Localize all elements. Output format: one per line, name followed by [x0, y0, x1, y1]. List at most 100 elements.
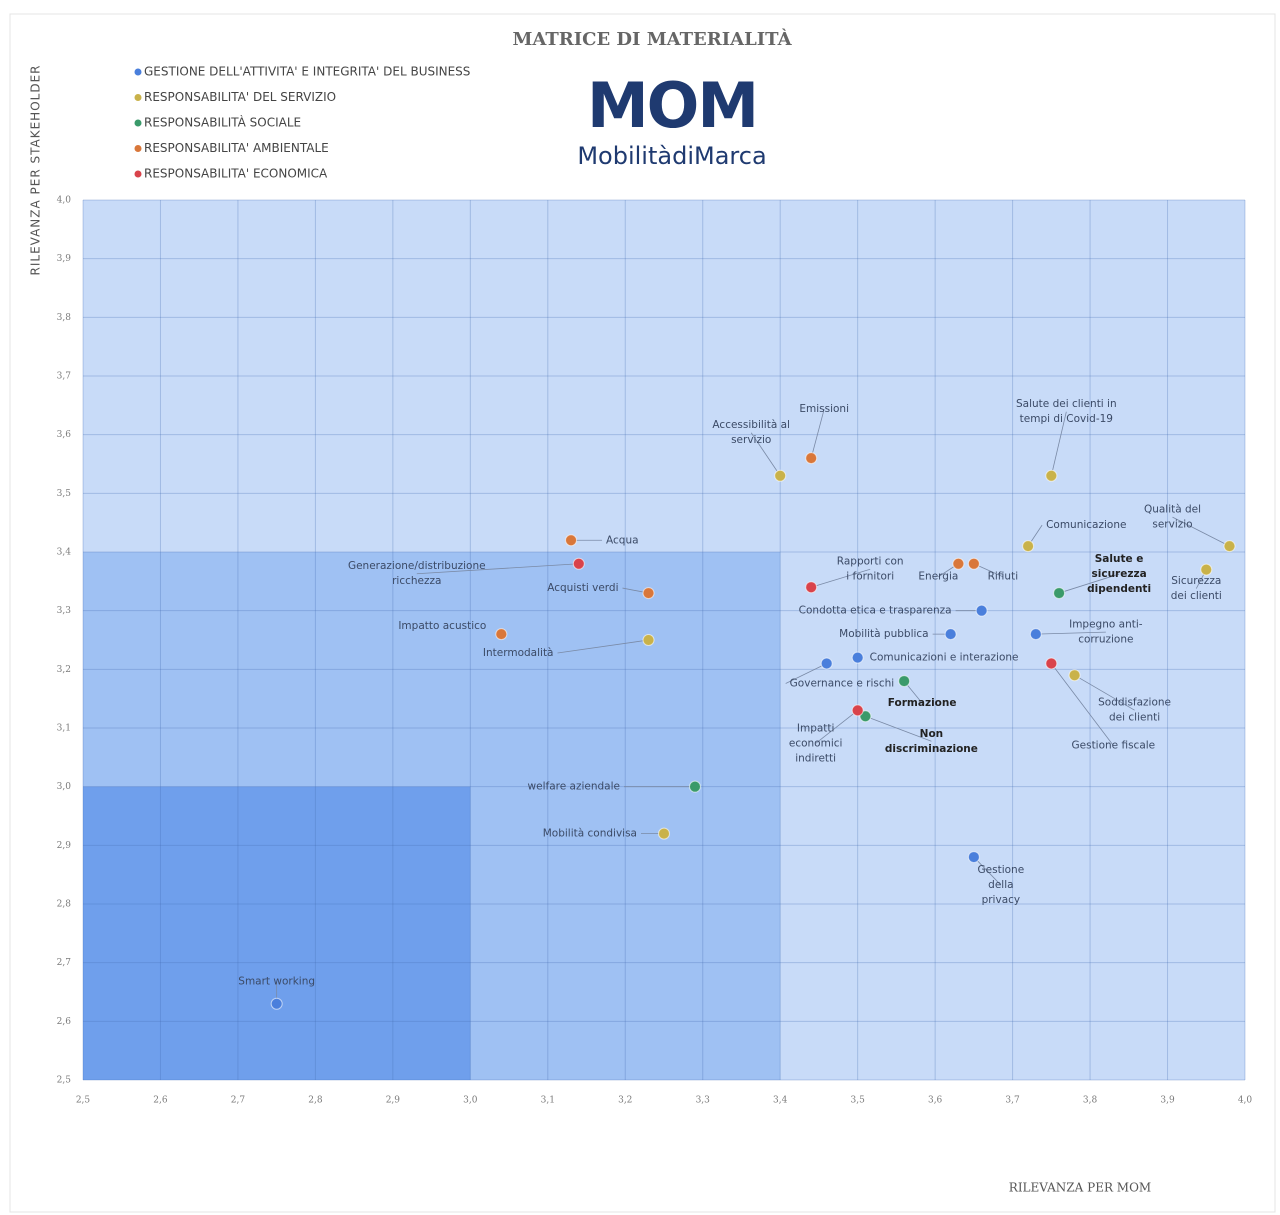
y-tick-label: 3,0: [57, 782, 72, 792]
point-label: Smart working: [238, 976, 315, 988]
x-tick-label: 2,5: [76, 1096, 91, 1106]
point: [820, 657, 833, 670]
point: [1022, 540, 1035, 553]
point-label: Governance e rischi: [790, 677, 895, 689]
zone: [83, 786, 471, 1080]
point: [270, 997, 283, 1010]
x-tick-label: 3,1: [541, 1096, 555, 1106]
point-label: Soddisfazione dei clienti: [1098, 697, 1171, 724]
point: [952, 557, 965, 570]
x-tick-label: 3,2: [618, 1096, 632, 1106]
point-label: Qualità del servizio: [1144, 504, 1201, 531]
point-label: Accessibilità al servizio: [712, 419, 790, 446]
point: [1223, 540, 1236, 553]
point-label: Gestione della privacy: [978, 864, 1025, 906]
point: [1200, 563, 1213, 576]
point-label: Intermodalità: [483, 647, 554, 659]
leader-line: [1050, 411, 1067, 476]
point-label: Rifiuti: [988, 571, 1019, 583]
leader-line: [973, 856, 1002, 886]
legend-marker: [134, 119, 142, 127]
point-label: Impatto acustico: [398, 620, 486, 632]
legend-label: RESPONSABILITA' ECONOMICA: [144, 167, 328, 181]
x-tick-label: 3,4: [773, 1096, 788, 1106]
leader-line: [1035, 631, 1106, 635]
y-tick-label: 3,4: [57, 548, 72, 558]
point-label: Sicurezza dei clienti: [1171, 575, 1222, 602]
point-label: Condotta etica e trasparenza: [799, 605, 952, 617]
point: [572, 557, 585, 570]
point: [898, 675, 911, 688]
point: [1045, 657, 1058, 670]
legend-label: RESPONSABILITÀ SOCIALE: [144, 115, 301, 130]
y-tick-label: 3,8: [57, 313, 72, 323]
x-tick-label: 2,8: [308, 1096, 323, 1106]
legend-label: RESPONSABILITA' AMBIENTALE: [144, 141, 329, 155]
point: [967, 851, 980, 864]
point-label: Mobilità condivisa: [543, 828, 637, 840]
point-label: Comunicazioni e interazione: [870, 652, 1019, 664]
x-tick-label: 3,9: [1160, 1096, 1175, 1106]
point: [1045, 469, 1058, 482]
leader-line: [811, 568, 871, 588]
legend-label: GESTIONE DELL'ATTIVITA' E INTEGRITA' DEL…: [144, 65, 470, 79]
y-tick-label: 3,3: [57, 606, 72, 616]
x-tick-label: 3,5: [851, 1096, 866, 1106]
point-label: Salute dei clienti in tempi di Covid-19: [1016, 398, 1117, 425]
logo: MOM: [587, 69, 757, 142]
point: [1068, 669, 1081, 682]
legend-label: RESPONSABILITA' DEL SERVIZIO: [144, 90, 336, 104]
point-label: welfare aziendale: [528, 781, 620, 793]
point: [975, 604, 988, 617]
x-tick-label: 3,7: [1005, 1096, 1020, 1106]
point: [565, 534, 578, 547]
x-tick-label: 3,6: [928, 1096, 943, 1106]
y-tick-label: 2,9: [57, 841, 72, 851]
leader-line: [810, 409, 825, 459]
leader-line: [416, 563, 579, 575]
y-tick-label: 3,7: [57, 372, 72, 382]
point-label: Comunicazione: [1046, 519, 1126, 531]
point-label: Impatti economici indiretti: [789, 722, 843, 764]
x-tick-label: 3,0: [463, 1096, 478, 1106]
x-tick-label: 2,7: [231, 1096, 246, 1106]
frame: [9, 13, 1276, 1213]
y-tick-label: 3,6: [57, 430, 72, 440]
point-label: Acquisti verdi: [547, 582, 618, 594]
leader-line: [785, 663, 827, 684]
leader-line: [750, 432, 781, 476]
point: [642, 587, 655, 600]
point-label: Impegno anti-corruzione: [1069, 619, 1143, 646]
point: [1053, 587, 1066, 600]
point-label: Non discriminazione: [885, 728, 978, 755]
y-tick-label: 2,8: [57, 900, 72, 910]
y-tick-label: 3,2: [57, 665, 71, 675]
point-label: Emissioni: [799, 403, 849, 415]
point: [688, 780, 701, 793]
legend-marker: [134, 170, 142, 178]
point-label: Salute e sicurezza dipendenti: [1087, 553, 1151, 595]
y-tick-label: 2,5: [57, 1076, 72, 1086]
leader-line: [865, 715, 932, 742]
point: [642, 634, 655, 646]
point: [851, 651, 864, 664]
x-tick-label: 2,9: [386, 1096, 401, 1106]
y-tick-label: 3,9: [57, 254, 72, 264]
legend-marker: [134, 94, 142, 101]
logo-subtext: MobilitàdiMarca: [577, 142, 766, 170]
y-tick-label: 3,1: [57, 724, 71, 734]
leader-line: [557, 639, 649, 654]
point-label: Formazione: [888, 697, 957, 709]
y-tick-label: 2,6: [57, 1017, 72, 1027]
point-label: Energia: [918, 571, 958, 583]
point-label: Gestione fiscale: [1072, 739, 1156, 751]
chart-title: MATRICE DI MATERIALITÀ: [512, 27, 792, 50]
point: [851, 704, 864, 717]
leader-line: [815, 710, 858, 744]
leader-line: [1058, 573, 1120, 594]
x-tick-label: 4,0: [1238, 1096, 1253, 1106]
legend-marker: [134, 145, 142, 152]
point: [805, 452, 818, 465]
point: [658, 827, 670, 840]
